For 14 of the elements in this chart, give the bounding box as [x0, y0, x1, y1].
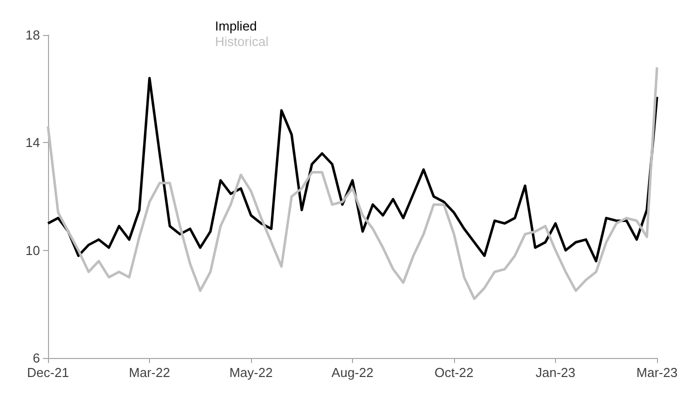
text: Historical	[215, 34, 269, 49]
x-tick-label: May-22	[229, 365, 273, 380]
x-tick-label: Aug-22	[332, 365, 374, 380]
x-tick-label: Mar-23	[636, 365, 678, 380]
line-series	[46, 66, 658, 300]
y-tick-label: 6	[32, 350, 40, 366]
y-tick-label: 14	[26, 135, 40, 150]
x-tick-label: Dec-21	[27, 365, 69, 380]
y-tick-label: 10	[26, 242, 40, 258]
text: Implied	[215, 18, 257, 34]
x-tick-label: Mar-22	[128, 365, 170, 380]
x-tick-label: Oct-22	[434, 365, 474, 380]
x-tick-label: Jan-23	[536, 365, 576, 380]
y-tick-label: 18	[26, 28, 40, 42]
